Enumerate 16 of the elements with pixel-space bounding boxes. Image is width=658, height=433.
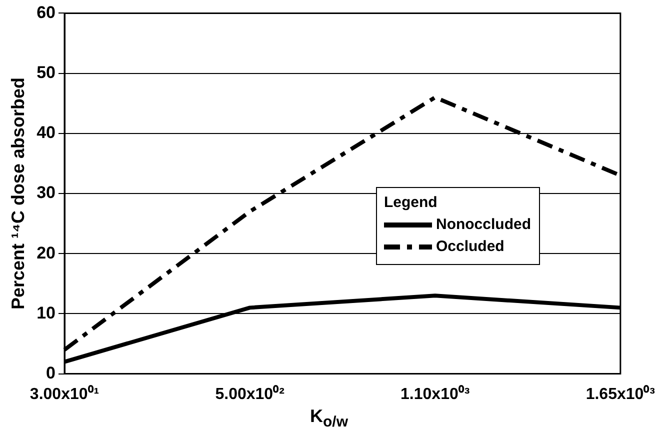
legend-title: Legend	[384, 193, 438, 213]
y-tick-label: 40	[36, 123, 56, 142]
legend-label: Occluded	[436, 237, 504, 257]
x-tick-label: 5.00x10⁰²	[215, 384, 284, 403]
y-axis-title: Percent ¹⁴C dose absorbed	[8, 78, 28, 310]
y-tick-label: 30	[36, 183, 56, 202]
y-tick-label: 0	[46, 363, 56, 382]
x-tick-label: 1.10x10⁰³	[400, 384, 470, 403]
x-tick-label: 1.65x10⁰³	[586, 384, 656, 403]
legend-label: Nonoccluded	[436, 215, 531, 235]
x-tick-label: 3.00x10⁰¹	[30, 384, 100, 403]
y-tick-label: 50	[36, 62, 56, 82]
y-tick-label: 60	[36, 2, 56, 22]
x-axis-title: K$_{o/w}$	[309, 406, 349, 431]
y-tick-label: 20	[36, 243, 56, 262]
y-tick-label: 10	[36, 303, 56, 322]
